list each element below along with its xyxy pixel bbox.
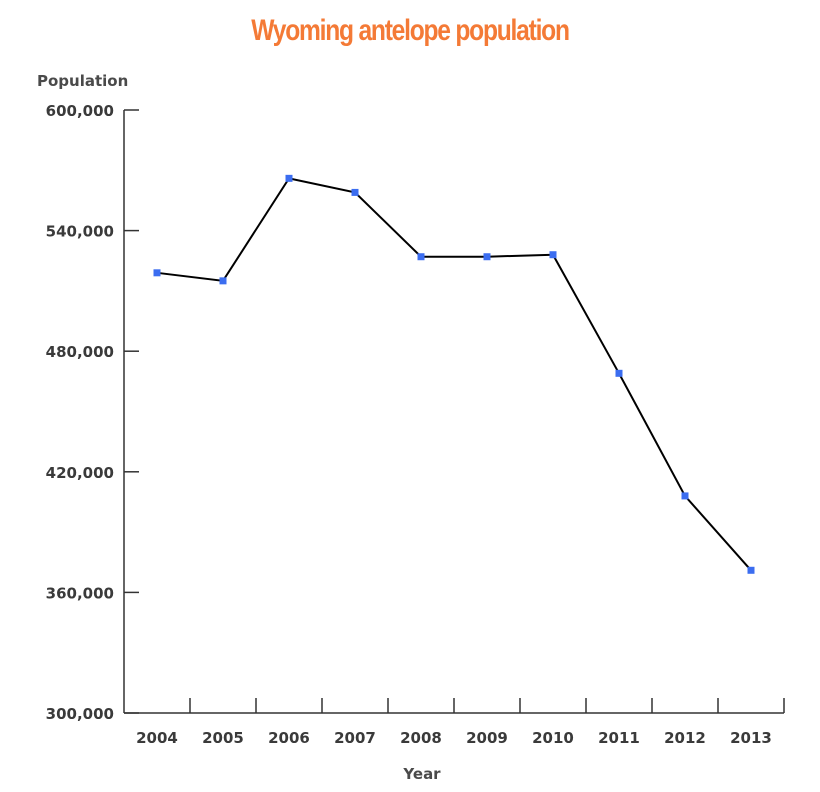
x-axis-label: Year [402,765,441,783]
data-point [153,269,161,277]
data-point [417,253,425,261]
data-point [483,253,491,261]
data-point [747,566,755,574]
data-point [285,174,293,182]
y-tick-label: 540,000 [46,223,114,241]
data-point [549,251,557,259]
x-tick-label: 2011 [598,729,640,747]
data-point [681,492,689,500]
x-tick-label: 2007 [334,729,376,747]
x-tick-label: 2009 [466,729,508,747]
data-point [351,188,359,196]
y-tick-label: 420,000 [46,464,114,482]
chart-title: Wyoming antelope population [251,14,570,47]
y-tick-label: 360,000 [46,584,114,602]
x-tick-label: 2008 [400,729,442,747]
x-tick-label: 2006 [268,729,310,747]
y-tick-label: 600,000 [46,102,114,120]
x-tick-label: 2013 [730,729,772,747]
series-line [156,177,752,571]
data-point [615,369,623,377]
y-axis-label: Population [37,72,128,90]
x-tick-label: 2010 [532,729,574,747]
x-tick-label: 2012 [664,729,706,747]
y-tick-label: 300,000 [46,705,114,723]
x-tick-label: 2005 [202,729,244,747]
data-point [219,277,227,285]
y-tick-label: 480,000 [46,343,114,361]
x-tick-label: 2004 [136,729,178,747]
